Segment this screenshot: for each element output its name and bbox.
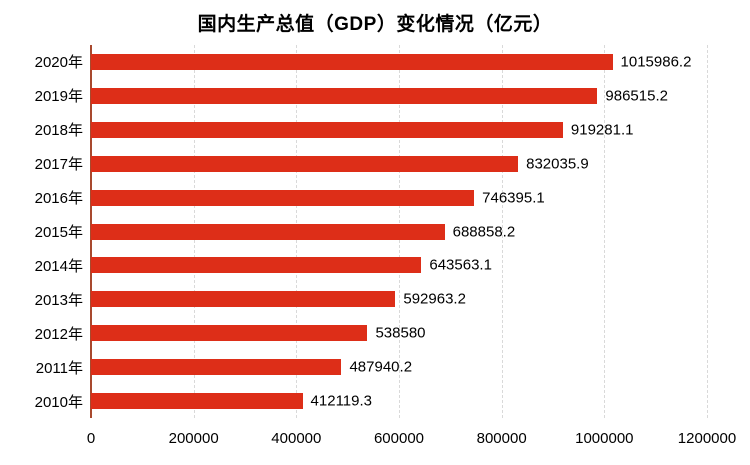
chart-title: 国内生产总值（GDP）变化情况（亿元） — [197, 14, 553, 35]
bar — [91, 87, 598, 104]
bar-value-label: 592963.2 — [403, 290, 466, 308]
y-tick-label: 2017年 — [34, 156, 83, 174]
gridline — [707, 45, 708, 418]
bar — [91, 121, 563, 138]
bar-row: 643563.1 — [91, 256, 707, 274]
bar — [91, 223, 445, 240]
x-tick-label: 1000000 — [575, 430, 634, 447]
x-tick-label: 1200000 — [677, 430, 737, 447]
gridline — [604, 45, 606, 418]
y-tick-label: 2019年 — [34, 88, 83, 106]
bar — [91, 291, 396, 308]
plot-area: 1015986.2 986515.2 919281.1 832035.9 746395.… — [90, 45, 708, 418]
bar-row: 986515.2 — [91, 87, 707, 105]
bar-value-label: 746395.1 — [482, 189, 545, 207]
y-tick-label: 2013年 — [34, 291, 83, 309]
x-tick-label: 400000 — [271, 430, 322, 447]
y-tick-label: 2016年 — [34, 190, 83, 208]
y-axis-labels: 2020年 2019年 2018年 2017年 2016年 2015年 2014年 2013年… — [0, 45, 83, 418]
bar-value-label: 986515.2 — [605, 87, 668, 105]
y-tick-label: 2015年 — [34, 223, 83, 241]
x-axis-labels: 0 200000 400000 600000 800000 1000000 1200000 — [0, 430, 750, 454]
y-tick-label: 2020年 — [34, 54, 83, 72]
y-tick-label: 2011年 — [35, 359, 83, 377]
y-tick-label: 2018年 — [34, 122, 83, 140]
bar-row: 538580 — [91, 324, 707, 342]
x-tick-label: 0 — [86, 430, 96, 447]
bar-value-label: 832035.9 — [526, 155, 589, 173]
bar-value-label: 688858.2 — [452, 223, 516, 240]
bar — [91, 359, 342, 376]
bar-row: 832035.9 — [91, 155, 707, 173]
bar-value-label: 538580 — [375, 324, 426, 342]
y-tick-label: 2012年 — [34, 325, 83, 343]
bar — [91, 325, 368, 342]
bar — [91, 189, 475, 206]
bar-value-label: 412119.3 — [310, 392, 372, 410]
y-tick-label: 2014年 — [34, 257, 83, 275]
bar — [91, 53, 613, 70]
bar-value-label: 919281.1 — [570, 121, 634, 139]
bar-row: 487940.2 — [91, 358, 707, 376]
bar-row: 1015986.2 — [91, 53, 707, 71]
bar-value-label: 487940.2 — [349, 358, 413, 376]
bar-row: 919281.1 — [91, 121, 707, 139]
bar — [91, 155, 519, 172]
x-tick-label: 600000 — [373, 430, 425, 447]
bar-value-label: 643563.1 — [429, 256, 492, 274]
bar-value-label: 1015986.2 — [620, 53, 692, 71]
bar-row: 592963.2 — [91, 290, 707, 308]
gridline — [501, 45, 503, 418]
bar — [91, 393, 303, 410]
bar-row: 412119.3 — [91, 392, 707, 410]
bar — [91, 257, 422, 274]
y-tick-label: 2010年 — [34, 393, 83, 411]
bar-row: 688858.2 — [91, 223, 707, 240]
x-tick-label: 200000 — [168, 430, 219, 447]
x-tick-label: 800000 — [476, 430, 527, 447]
bar-row: 746395.1 — [91, 189, 707, 207]
